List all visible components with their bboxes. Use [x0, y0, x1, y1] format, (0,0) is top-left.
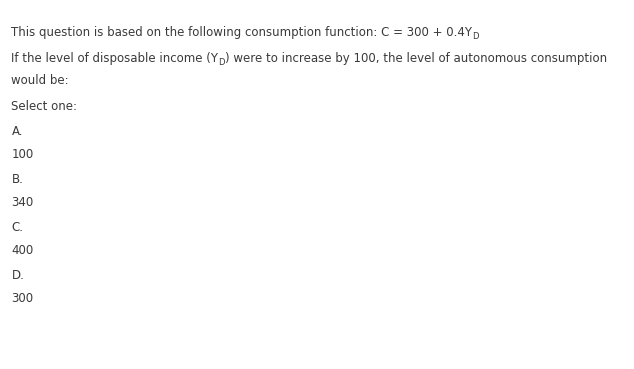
Text: Select one:: Select one: — [11, 100, 77, 113]
Text: 340: 340 — [11, 196, 34, 208]
Text: D: D — [472, 32, 479, 41]
Text: 300: 300 — [11, 292, 34, 304]
Text: D.: D. — [11, 269, 24, 282]
Text: 100: 100 — [11, 148, 34, 161]
Text: would be:: would be: — [11, 74, 69, 87]
Text: ) were to increase by 100, the level of autonomous consumption: ) were to increase by 100, the level of … — [225, 52, 607, 65]
Text: 400: 400 — [11, 244, 34, 256]
Text: A.: A. — [11, 125, 23, 138]
Text: D: D — [218, 58, 225, 67]
Text: B.: B. — [11, 173, 23, 186]
Text: C.: C. — [11, 221, 23, 234]
Text: If the level of disposable income (Y: If the level of disposable income (Y — [11, 52, 218, 65]
Text: This question is based on the following consumption function: C = 300 + 0.4Y: This question is based on the following … — [11, 26, 472, 39]
